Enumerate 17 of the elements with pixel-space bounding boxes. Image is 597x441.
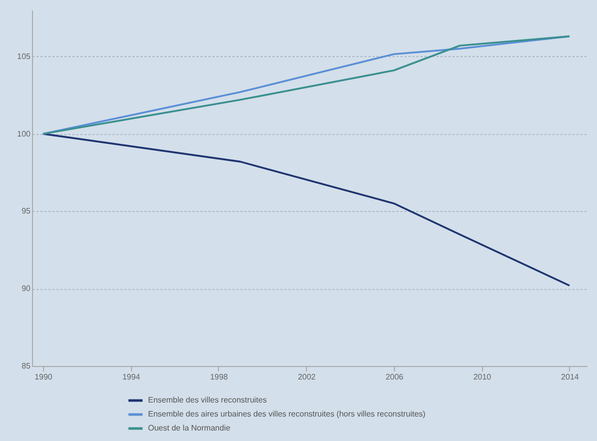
y-tick-label: 90 bbox=[22, 284, 32, 294]
x-tick-label: 1990 bbox=[34, 372, 53, 382]
x-tick-label: 2010 bbox=[473, 372, 492, 382]
y-tick-label: 100 bbox=[17, 129, 32, 138]
legend-label: Ensemble des aires urbaines des villes reconstruites (hors villes reconstruites) bbox=[148, 410, 426, 418]
x-tick-label: 2014 bbox=[561, 372, 580, 382]
x-tick-label: 1998 bbox=[210, 372, 228, 382]
y-tick-label: 105 bbox=[17, 52, 32, 61]
y-tick-label: 85 bbox=[22, 362, 32, 370]
legend-label: Ouest de la Normandie bbox=[148, 424, 231, 432]
x-tick-label: 2002 bbox=[298, 372, 316, 382]
x-tick-label: 1994 bbox=[122, 372, 141, 382]
line-series bbox=[42, 132, 570, 286]
line-series bbox=[42, 35, 570, 135]
x-tick-label: 2006 bbox=[386, 372, 404, 382]
y-tick-label: 95 bbox=[22, 206, 32, 216]
legend-label: Ensemble des villes reconstruites bbox=[148, 396, 267, 404]
